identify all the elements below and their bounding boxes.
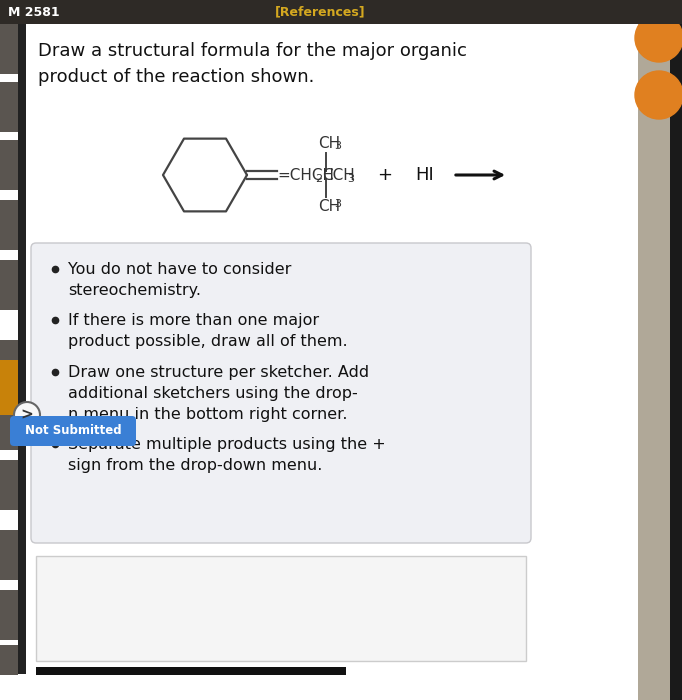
Text: Not Submitted: Not Submitted	[25, 424, 121, 438]
FancyBboxPatch shape	[0, 140, 18, 190]
FancyBboxPatch shape	[0, 645, 18, 675]
FancyBboxPatch shape	[18, 24, 26, 674]
Text: 3: 3	[334, 199, 341, 209]
FancyBboxPatch shape	[670, 0, 682, 700]
FancyBboxPatch shape	[0, 460, 18, 510]
Text: 3: 3	[347, 174, 354, 184]
Circle shape	[635, 14, 682, 62]
Text: >: >	[20, 407, 33, 423]
FancyBboxPatch shape	[0, 82, 18, 132]
Text: You do not have to consider
stereochemistry.: You do not have to consider stereochemis…	[68, 262, 291, 298]
Text: 2: 2	[315, 174, 322, 184]
Text: Separate multiple products using the +
sign from the drop-down menu.: Separate multiple products using the + s…	[68, 437, 386, 473]
Text: +: +	[378, 166, 393, 184]
FancyBboxPatch shape	[0, 200, 18, 250]
Text: =CHCH: =CHCH	[277, 167, 334, 183]
FancyBboxPatch shape	[0, 340, 18, 390]
FancyBboxPatch shape	[31, 243, 531, 543]
FancyBboxPatch shape	[0, 0, 682, 24]
FancyBboxPatch shape	[36, 667, 346, 675]
Text: CH: CH	[318, 199, 340, 214]
Text: product of the reaction shown.: product of the reaction shown.	[38, 68, 314, 86]
Text: [References]: [References]	[275, 6, 366, 18]
Text: M 2581: M 2581	[8, 6, 59, 18]
Circle shape	[635, 71, 682, 119]
Text: 3: 3	[334, 141, 341, 151]
Text: HI: HI	[415, 166, 434, 184]
FancyBboxPatch shape	[0, 260, 18, 310]
FancyBboxPatch shape	[0, 360, 18, 415]
FancyBboxPatch shape	[0, 590, 18, 640]
Text: CCH: CCH	[322, 167, 355, 183]
FancyBboxPatch shape	[10, 416, 136, 446]
FancyBboxPatch shape	[638, 0, 682, 700]
FancyBboxPatch shape	[36, 556, 526, 661]
FancyBboxPatch shape	[0, 400, 18, 450]
FancyBboxPatch shape	[0, 24, 18, 74]
Text: Draw one structure per sketcher. Add
additional sketchers using the drop-
n menu: Draw one structure per sketcher. Add add…	[68, 365, 369, 422]
Text: If there is more than one major
product possible, draw all of them.: If there is more than one major product …	[68, 313, 348, 349]
FancyBboxPatch shape	[0, 530, 18, 580]
Text: CH: CH	[318, 136, 340, 151]
Text: Draw a structural formula for the major organic: Draw a structural formula for the major …	[38, 42, 467, 60]
Circle shape	[14, 402, 40, 428]
FancyBboxPatch shape	[26, 24, 638, 684]
